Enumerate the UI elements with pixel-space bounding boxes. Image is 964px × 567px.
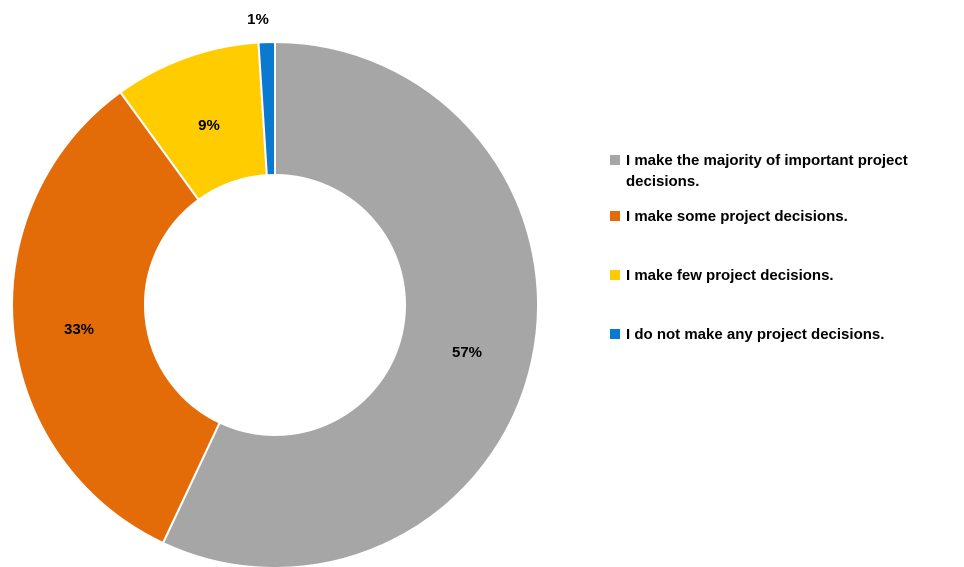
label-majority: 57% [452, 344, 482, 361]
slice-some [11, 90, 221, 545]
legend-label-some: I make some project decisions. [626, 208, 848, 225]
legend-swatch-few [610, 270, 620, 280]
legend-item-none: I do not make any project decisions. [610, 324, 955, 345]
legend-swatch-majority [610, 155, 620, 165]
legend-label-none: I do not make any project decisions. [626, 326, 885, 343]
slice-labels: 57% 33% 9% 1% [64, 11, 482, 361]
legend-swatch-none [610, 329, 620, 339]
legend-swatch-some [610, 211, 620, 221]
legend: I make the majority of important project… [610, 150, 955, 345]
slice-majority [161, 40, 539, 567]
donut-slices [11, 40, 539, 567]
legend-label-majority: I make the majority of important project… [626, 152, 908, 190]
legend-item-majority: I make the majority of important project… [610, 150, 955, 192]
legend-item-some: I make some project decisions. [610, 206, 955, 227]
label-some: 33% [64, 321, 94, 338]
label-none: 1% [247, 11, 269, 28]
slice-none [257, 40, 276, 177]
legend-item-few: I make few project decisions. [610, 265, 955, 286]
label-few: 9% [198, 117, 220, 134]
legend-label-few: I make few project decisions. [626, 267, 834, 284]
